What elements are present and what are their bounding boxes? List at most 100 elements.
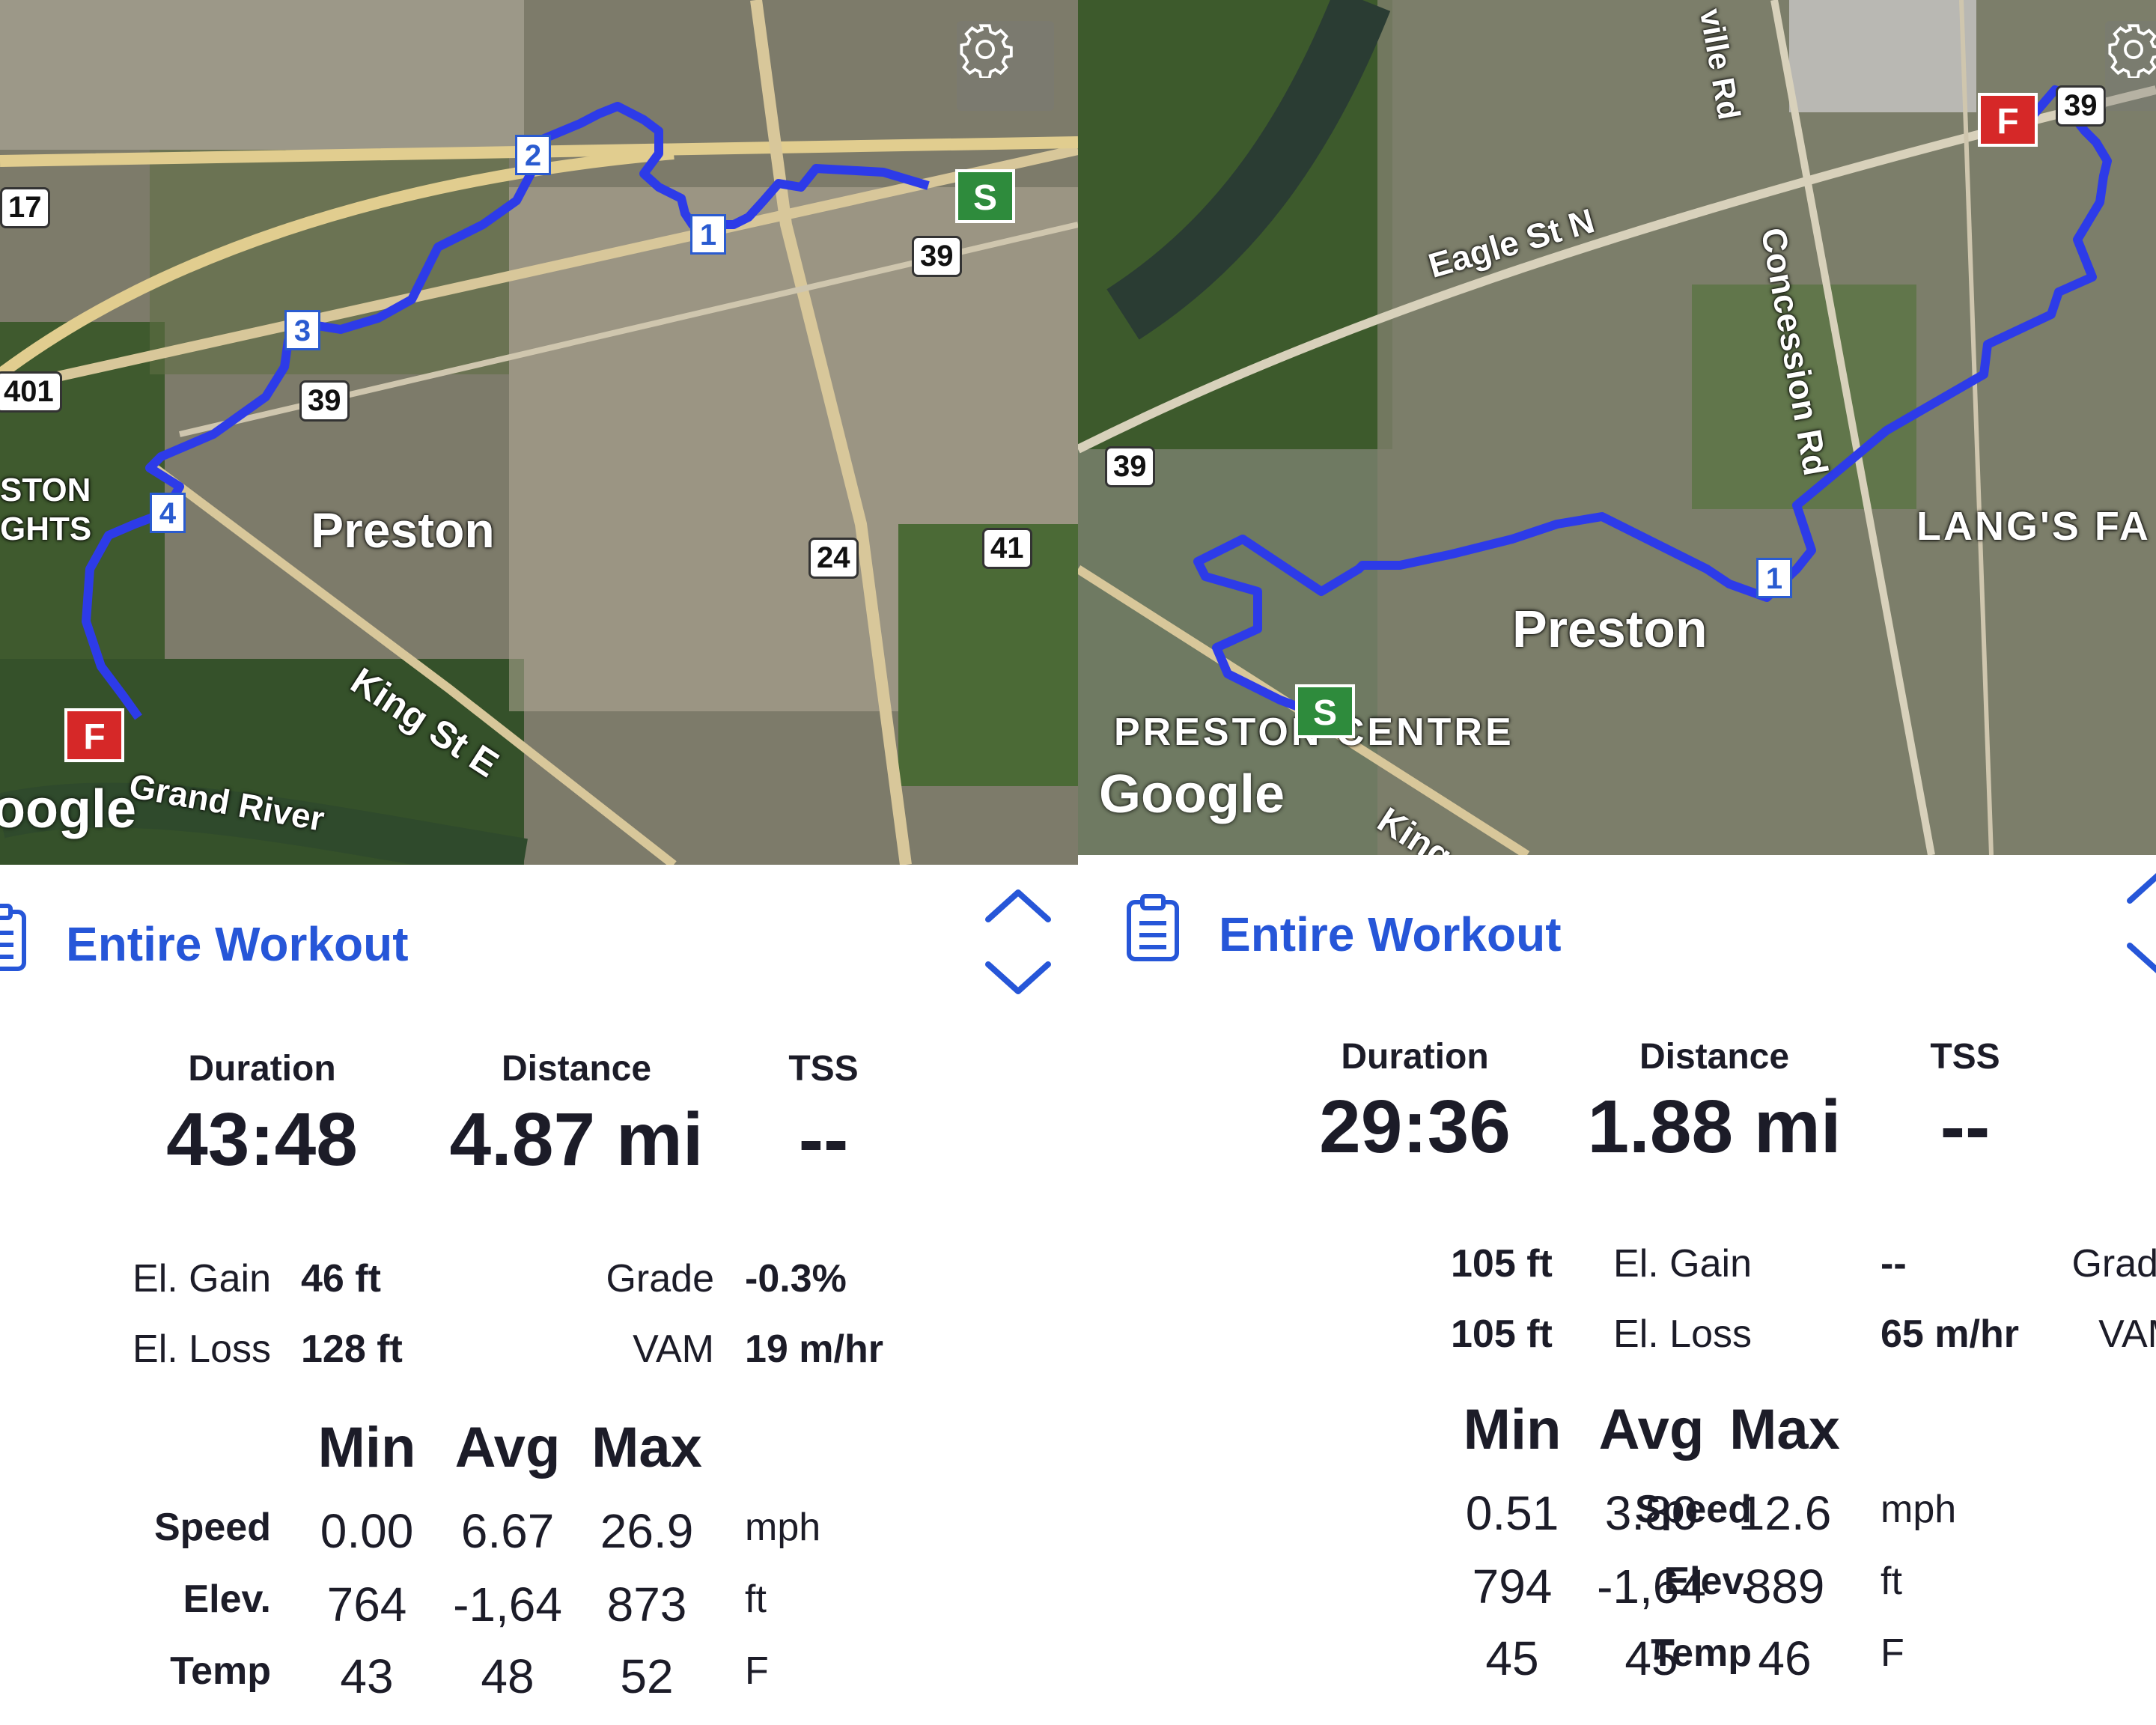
duration-label: Duration bbox=[188, 1049, 336, 1089]
speed-avg: 3.80 bbox=[1604, 1486, 1699, 1540]
map-settings-button[interactable] bbox=[957, 21, 1054, 111]
row-label-speed: Speed bbox=[1634, 1488, 1752, 1531]
chevron-down-icon bbox=[985, 961, 1051, 994]
route-map[interactable]: Preston STON GHTS King St E Grand River … bbox=[0, 0, 1078, 865]
map-settings-button[interactable] bbox=[2105, 21, 2156, 111]
temp-min: 43 bbox=[340, 1649, 394, 1703]
finish-flag-marker[interactable]: F bbox=[1978, 93, 2038, 147]
chevron-up-icon bbox=[985, 889, 1051, 922]
lap-marker[interactable]: 2 bbox=[515, 135, 551, 175]
distance-label: Distance bbox=[1639, 1037, 1790, 1077]
area-label: LANG'S FA bbox=[1916, 504, 2151, 549]
tss-value: -- bbox=[798, 1098, 849, 1181]
tss-label: TSS bbox=[1930, 1037, 2000, 1077]
duration-value: 43:48 bbox=[166, 1098, 358, 1181]
workout-panel-right: Preston PRESTON CENTRE LANG'S FA Eagle S… bbox=[1078, 0, 2156, 1725]
temp-avg: 48 bbox=[481, 1649, 535, 1703]
lap-switcher[interactable] bbox=[2122, 863, 2156, 983]
col-header-min: Min bbox=[317, 1416, 416, 1479]
chevron-up-icon bbox=[2127, 873, 2156, 904]
el-gain-value: 46 ft bbox=[301, 1257, 381, 1300]
summary-header[interactable]: Entire Workout bbox=[0, 882, 1078, 994]
elev-unit: ft bbox=[1881, 1560, 1902, 1603]
workout-panel-left: Preston STON GHTS King St E Grand River … bbox=[0, 0, 1078, 1703]
speed-min: 0.51 bbox=[1465, 1486, 1559, 1540]
el-loss-value: 128 ft bbox=[301, 1327, 403, 1371]
col-header-min: Min bbox=[1463, 1398, 1562, 1461]
area-label: STON bbox=[0, 472, 91, 508]
temp-max: 46 bbox=[1758, 1631, 1812, 1685]
col-header-avg: Avg bbox=[454, 1416, 561, 1479]
row-label-speed: Speed bbox=[153, 1506, 271, 1549]
speed-max: 12.6 bbox=[1738, 1486, 1832, 1540]
road-shield: 39 bbox=[299, 380, 350, 422]
road-shield: 41 bbox=[982, 528, 1032, 569]
gear-icon bbox=[2108, 24, 2156, 78]
temp-unit: F bbox=[1881, 1631, 1904, 1675]
speed-min: 0.00 bbox=[320, 1504, 414, 1558]
road-shield: 39 bbox=[1105, 446, 1155, 487]
start-flag-marker[interactable]: S bbox=[955, 169, 1015, 223]
speed-unit: mph bbox=[745, 1506, 821, 1549]
vam-label: VAM bbox=[2098, 1312, 2156, 1356]
row-label-temp: Temp bbox=[170, 1649, 271, 1693]
temp-unit: F bbox=[745, 1649, 769, 1693]
lap-marker[interactable]: 4 bbox=[150, 493, 186, 533]
road-shield: 17 bbox=[0, 187, 50, 228]
grade-value: -0.3% bbox=[745, 1257, 847, 1300]
elev-avg: -1,64 bbox=[453, 1578, 562, 1631]
grade-value: -- bbox=[1881, 1242, 1907, 1286]
road-shield: 39 bbox=[912, 236, 962, 277]
vam-label: VAM bbox=[633, 1327, 714, 1371]
finish-flag-marker[interactable]: F bbox=[64, 708, 124, 762]
route-path bbox=[1193, 85, 2112, 716]
duration-value: 29:36 bbox=[1319, 1085, 1511, 1169]
satellite-map-image bbox=[0, 0, 1078, 865]
grade-label: Grade bbox=[2071, 1242, 2156, 1286]
lap-marker[interactable]: 3 bbox=[284, 310, 320, 350]
clipboard-icon bbox=[0, 904, 26, 971]
place-label-preston: Preston bbox=[1512, 600, 1708, 658]
route-map[interactable]: Preston PRESTON CENTRE LANG'S FA Eagle S… bbox=[1078, 0, 2156, 855]
distance-value: 1.88 mi bbox=[1587, 1085, 1842, 1169]
speed-avg: 6.67 bbox=[460, 1504, 555, 1558]
distance-label: Distance bbox=[501, 1049, 652, 1089]
vam-value: 65 m/hr bbox=[1881, 1312, 2019, 1356]
el-loss-value: 105 ft bbox=[1451, 1312, 1553, 1356]
summary-title[interactable]: Entire Workout bbox=[66, 917, 409, 971]
tss-label: TSS bbox=[788, 1049, 859, 1089]
start-flag-marker[interactable]: S bbox=[1295, 684, 1355, 738]
row-label-elev: Elev. bbox=[1663, 1560, 1752, 1603]
el-gain-label: El. Gain bbox=[1613, 1242, 1752, 1286]
temp-max: 52 bbox=[620, 1649, 674, 1703]
vam-value: 19 m/hr bbox=[745, 1327, 883, 1371]
lap-switcher[interactable] bbox=[981, 882, 1056, 1002]
tss-value: -- bbox=[1940, 1085, 1991, 1169]
place-label-preston: Preston bbox=[311, 502, 495, 558]
elev-min: 794 bbox=[1472, 1560, 1553, 1613]
speed-max: 26.9 bbox=[600, 1504, 694, 1558]
elev-unit: ft bbox=[745, 1578, 767, 1621]
el-gain-value: 105 ft bbox=[1451, 1242, 1553, 1286]
summary-title[interactable]: Entire Workout bbox=[1219, 907, 1562, 961]
gear-icon bbox=[960, 24, 1013, 78]
el-loss-label: El. Loss bbox=[133, 1327, 271, 1371]
el-loss-label: El. Loss bbox=[1613, 1312, 1752, 1356]
speed-unit: mph bbox=[1881, 1488, 1957, 1531]
road-shield: 24 bbox=[808, 538, 859, 579]
satellite-map-image bbox=[1078, 0, 2156, 855]
lap-marker[interactable]: 1 bbox=[1756, 558, 1792, 598]
chevron-down-icon bbox=[2127, 943, 2156, 973]
area-label: GHTS bbox=[0, 511, 92, 547]
grade-label: Grade bbox=[606, 1257, 714, 1300]
summary-header[interactable]: Entire Workout bbox=[1078, 872, 2156, 985]
temp-min: 45 bbox=[1485, 1631, 1539, 1685]
el-gain-label: El. Gain bbox=[133, 1257, 271, 1300]
row-label-elev: Elev. bbox=[183, 1578, 271, 1621]
col-header-max: Max bbox=[591, 1416, 702, 1479]
clipboard-icon bbox=[1127, 894, 1179, 961]
lap-marker[interactable]: 1 bbox=[690, 214, 726, 255]
col-header-avg: Avg bbox=[1598, 1398, 1705, 1461]
elev-max: 873 bbox=[606, 1578, 687, 1631]
elev-avg: -1,64 bbox=[1597, 1560, 1706, 1613]
